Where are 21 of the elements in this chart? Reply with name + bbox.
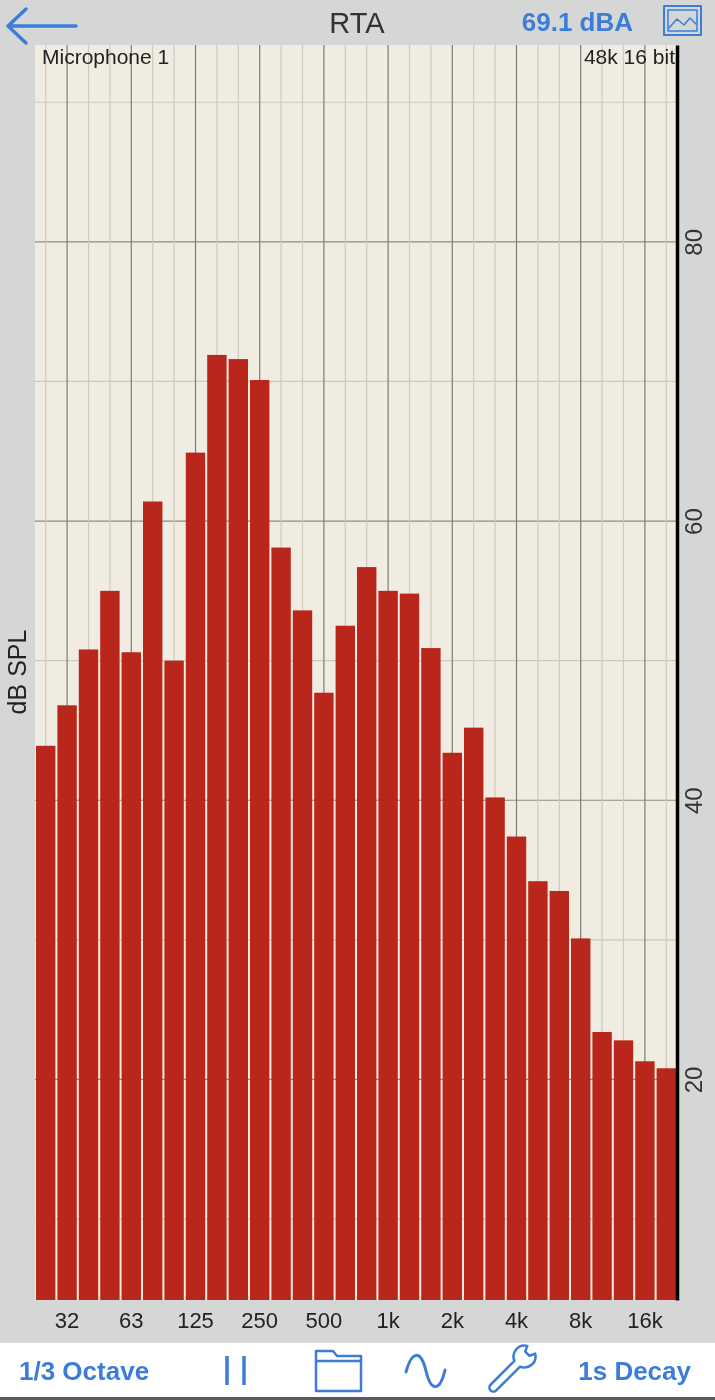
- text: 1/3 Octave: [19, 1356, 150, 1386]
- x-tick-label: 32: [54, 1307, 80, 1333]
- x-tick-label: 2k: [440, 1307, 465, 1333]
- x-tick-label: 4k: [504, 1307, 530, 1333]
- y-tick-label: 80: [680, 228, 707, 256]
- text: 1s Decay: [578, 1356, 692, 1386]
- chart-title: RTA: [329, 7, 386, 39]
- annotation: Microphone 1: [42, 45, 170, 68]
- x-tick-label: 1k: [376, 1307, 401, 1333]
- x-tick-label: 63: [119, 1307, 144, 1333]
- x-tick-label: 250: [241, 1307, 279, 1333]
- x-tick-label: 8k: [569, 1307, 594, 1333]
- y-tick-label: 20: [680, 1066, 707, 1094]
- y-axis-title: dB SPL: [3, 629, 31, 715]
- annotation: 48k 16 bit: [583, 45, 676, 68]
- y-tick-label: 60: [680, 508, 707, 535]
- y-tick-label: 40: [680, 787, 707, 815]
- text: 69.1 dBA: [521, 7, 634, 37]
- x-tick-label: 16k: [627, 1307, 664, 1333]
- x-tick-label: 500: [305, 1307, 343, 1333]
- x-tick-label: 125: [177, 1307, 214, 1333]
